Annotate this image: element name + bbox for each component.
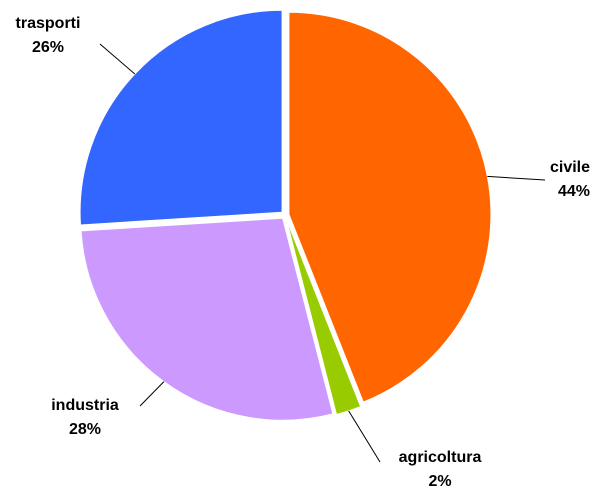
slice-label: industria <box>51 397 119 414</box>
leader-line <box>139 381 165 407</box>
leader-line <box>99 43 136 75</box>
pie-slice <box>79 9 283 226</box>
slice-label: civile <box>550 159 590 176</box>
pie-slice <box>285 218 362 416</box>
pie-slice <box>80 217 334 421</box>
slice-label: trasporti <box>16 15 81 32</box>
pie-slice <box>288 11 492 403</box>
value-label: 28% <box>69 421 101 438</box>
value-label: 26% <box>32 39 64 56</box>
slice-label: agricoltura <box>399 449 482 466</box>
value-label: 44% <box>558 183 590 200</box>
leader-line <box>348 410 381 463</box>
value-label: 2% <box>428 473 451 490</box>
leader-line <box>487 175 546 181</box>
